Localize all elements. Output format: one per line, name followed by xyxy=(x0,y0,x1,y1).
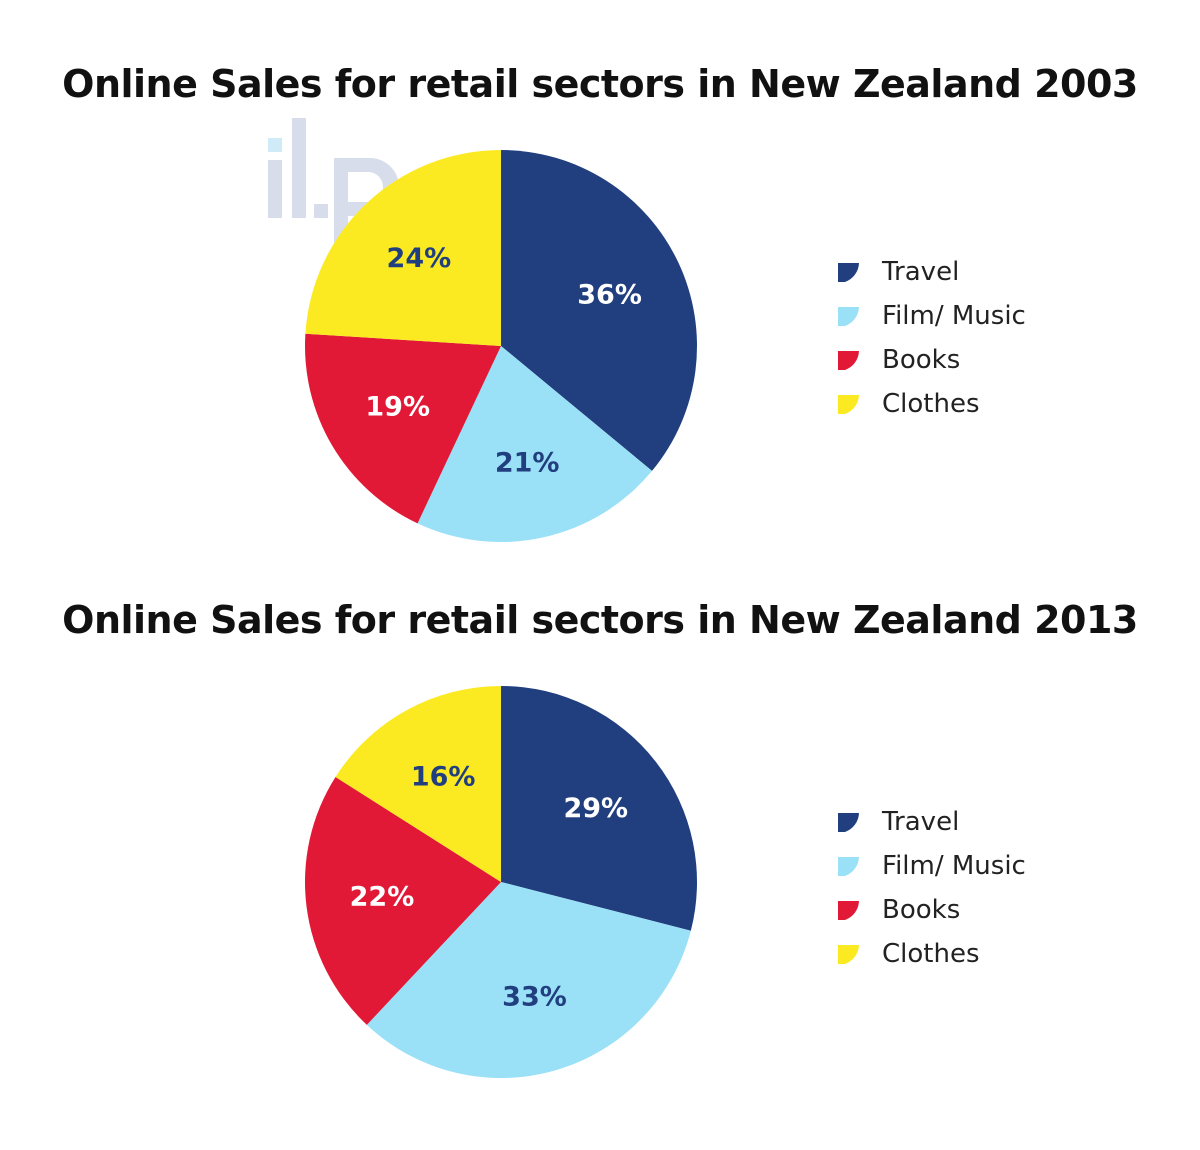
legend-item-film-music: Film/ Music xyxy=(838,294,1026,338)
slice-label-film-music: 33% xyxy=(502,982,567,1013)
legend-swatch-film-music xyxy=(838,855,860,877)
legend-label: Books xyxy=(882,345,961,375)
legend-2003: Travel Film/ Music Books Clothes xyxy=(838,250,1026,426)
legend-label: Books xyxy=(882,895,961,925)
slice-label-travel: 29% xyxy=(563,793,628,824)
legend-item-film-music: Film/ Music xyxy=(838,844,1026,888)
legend-label: Travel xyxy=(882,257,960,287)
pie-slice-clothes xyxy=(305,150,501,346)
chart-title-2013: Online Sales for retail sectors in New Z… xyxy=(62,598,1138,642)
legend-swatch-clothes xyxy=(838,393,860,415)
legend-label: Clothes xyxy=(882,939,980,969)
pie-slice-film-music xyxy=(417,346,653,542)
legend-label: Clothes xyxy=(882,389,980,419)
legend-item-clothes: Clothes xyxy=(838,932,1026,976)
legend-2013: Travel Film/ Music Books Clothes xyxy=(838,800,1026,976)
legend-label: Film/ Music xyxy=(882,301,1026,331)
legend-swatch-travel xyxy=(838,811,860,833)
slice-label-travel: 36% xyxy=(577,279,642,310)
pie-slice-clothes xyxy=(335,686,501,882)
pie-slice-travel xyxy=(501,686,697,931)
slice-label-film-music: 21% xyxy=(495,448,560,479)
slice-label-books: 19% xyxy=(365,392,430,423)
legend-item-books: Books xyxy=(838,888,1026,932)
legend-label: Film/ Music xyxy=(882,851,1026,881)
legend-item-books: Books xyxy=(838,338,1026,382)
pie-chart-2003: 36% 21% 19% 24% xyxy=(305,150,697,542)
slice-label-clothes: 24% xyxy=(387,243,452,274)
slice-label-books: 22% xyxy=(350,882,415,913)
pie-slice-books xyxy=(305,333,501,524)
pie-slice-film-music xyxy=(366,882,691,1078)
legend-swatch-clothes xyxy=(838,943,860,965)
legend-swatch-books xyxy=(838,349,860,371)
legend-label: Travel xyxy=(882,807,960,837)
pie-chart-2013: 29% 33% 22% 16% xyxy=(304,686,697,1078)
legend-swatch-books xyxy=(838,899,860,921)
legend-item-travel: Travel xyxy=(838,800,1026,844)
legend-item-clothes: Clothes xyxy=(838,382,1026,426)
pie-slice-books xyxy=(304,776,501,1025)
legend-item-travel: Travel xyxy=(838,250,1026,294)
pie-slice-travel xyxy=(501,150,697,471)
chart-title-2003: Online Sales for retail sectors in New Z… xyxy=(62,62,1138,106)
slice-label-clothes: 16% xyxy=(411,761,476,792)
legend-swatch-film-music xyxy=(838,305,860,327)
legend-swatch-travel xyxy=(838,261,860,283)
